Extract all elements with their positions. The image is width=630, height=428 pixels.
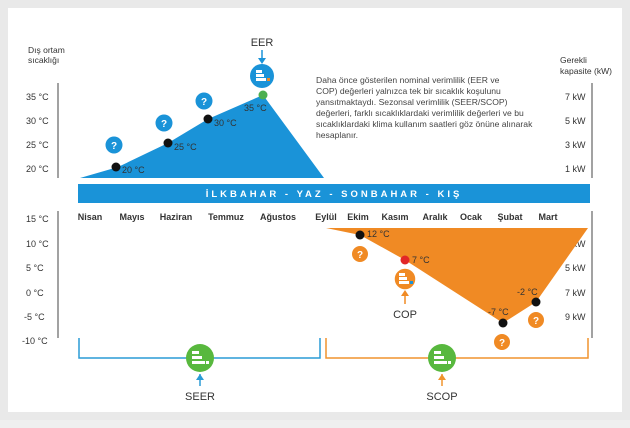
month-label: Kasım [381,212,408,222]
month-label: Ağustos [260,212,296,222]
cooling-point-label: 20 °C [122,165,145,175]
left-axis-title-line1: Dış ortam [28,45,65,55]
cooling-point-label: 30 °C [214,118,237,128]
temp-tick: 25 °C [26,140,49,150]
eer-label: EER [251,37,274,49]
month-label: Nisan [78,212,103,222]
nominal-heating-point [400,255,410,265]
seer-arrow-head [196,374,204,380]
heating-point-label: -2 °C [517,287,538,297]
temp-tick: 30 °C [26,116,49,126]
seer-label: SEER [185,391,215,403]
right-axis-title-line2: kapasite (kW) [560,66,612,76]
cop-label: COP [393,309,417,321]
temp-tick: -10 °C [22,336,48,346]
temp-tick: -5 °C [24,312,45,322]
question-mark: ? [533,316,539,327]
season-band-label: İLKBAHAR - YAZ - SONBAHAR - KIŞ [206,189,463,200]
seasonal-efficiency-diagram: Dış ortam sıcaklığı Gerekli kapasite (kW… [22,37,612,403]
nominal-cooling-point [258,90,268,100]
question-mark: ? [161,119,167,130]
eer-efficiency-bars-icon [256,70,270,81]
month-label: Haziran [160,212,193,222]
cooling-point [163,138,173,148]
heating-point [355,230,365,240]
description-line: sıcaklıklardaki klima kullanım saatleri … [316,119,533,129]
cooling-question-bubble [195,92,213,110]
heating-point-label: 7 °C [412,255,430,265]
scop-efficiency-bars-icon [434,351,451,364]
question-mark: ? [357,250,363,261]
scop-arrow-head [438,374,446,380]
month-label: Ocak [460,212,483,222]
temp-tick: 20 °C [26,164,49,174]
cop-efficiency-bars-icon [399,273,413,284]
description-line: yansıtmaktaydı. Sezonsal verimlilik (SEE… [316,97,508,107]
seer-efficiency-bars-icon [192,351,209,364]
month-label: Şubat [497,212,522,222]
month-label: Eylül [315,212,337,222]
capacity-tick: 5 kW [565,116,586,126]
month-label: Temmuz [208,212,244,222]
heating-point [531,297,541,307]
capacity-tick: 3 kW [565,140,586,150]
description-line: COP) değerleri yalnızca tek bir sıcaklık… [316,86,501,96]
heating-question-bubble [527,311,545,329]
month-label: Ekim [347,212,369,222]
cooling-point [203,114,213,124]
question-mark: ? [499,338,505,349]
heating-question-bubble [493,333,511,351]
capacity-tick: 7 kW [565,92,586,102]
cooling-point [111,162,121,172]
capacity-tick: 1 kW [565,164,586,174]
temp-tick: 10 °C [26,239,49,249]
cooling-point-label: 35 °C [244,103,267,113]
temp-tick: 15 °C [26,214,49,224]
description-line: Daha önce gösterilen nominal verimlilik … [316,75,500,85]
right-axis-title-line1: Gerekli [560,55,587,65]
heating-point [498,318,508,328]
heating-point-label: 12 °C [367,229,390,239]
cooling-area [80,95,324,178]
temp-tick: 0 °C [26,288,44,298]
capacity-tick: 5 kW [565,263,586,273]
heating-question-bubble [351,245,369,263]
cop-arrow-head [401,290,409,296]
scop-label: SCOP [426,391,457,403]
heating-point-label: -7 °C [488,307,509,317]
season-band [78,184,590,203]
month-label: Aralık [422,212,448,222]
month-label: Mayıs [119,212,144,222]
capacity-tick: 9 kW [565,312,586,322]
eer-arrow-head [258,58,266,64]
cooling-point-label: 25 °C [174,142,197,152]
heating-area [326,228,588,323]
description-line: hesaplanır. [316,130,358,140]
left-axis-title-line2: sıcaklığı [28,55,59,65]
question-mark: ? [111,141,117,152]
cooling-question-bubble [105,136,123,154]
description-line: değerleri, farklı sıcaklıklardaki veriml… [316,108,524,118]
capacity-tick: 7 kW [565,288,586,298]
question-mark: ? [201,97,207,108]
temp-tick: 5 °C [26,263,44,273]
scop-bracket [325,338,589,359]
temp-tick: 35 °C [26,92,49,102]
cooling-question-bubble [155,114,173,132]
month-label: Mart [538,212,557,222]
